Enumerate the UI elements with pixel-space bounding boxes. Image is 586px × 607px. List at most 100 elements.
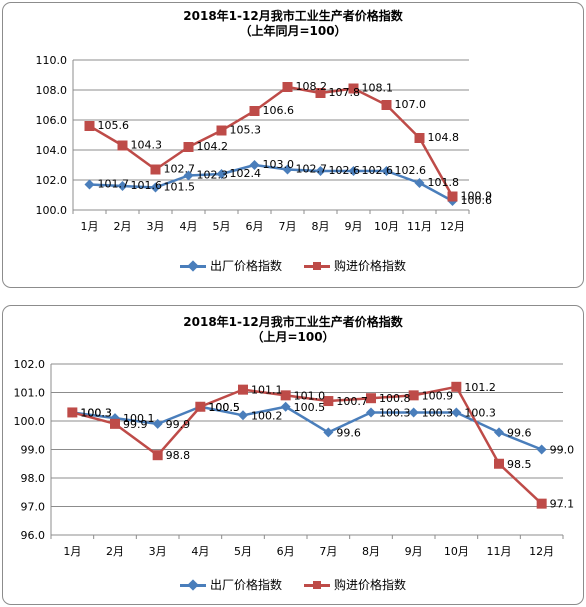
data-point-marker (117, 181, 128, 191)
x-tick-label: 1月 (63, 545, 81, 558)
data-point-marker (408, 407, 419, 418)
data-point-marker (84, 121, 95, 131)
series-line-0 (72, 405, 543, 451)
y-tick-label: 108.0 (36, 84, 68, 97)
data-label: 99.6 (336, 426, 361, 439)
data-point-marker (238, 384, 248, 395)
data-point-marker (183, 142, 194, 152)
x-tick-label: 7月 (319, 545, 337, 558)
data-label: 99.9 (166, 418, 191, 431)
x-tick-label: 5月 (213, 220, 231, 233)
data-label: 107.0 (395, 98, 427, 111)
legend-label-factory: 出厂价格指数 (209, 259, 282, 273)
legend-label-factory: 出厂价格指数 (209, 578, 282, 592)
x-tick-label: 8月 (362, 545, 380, 558)
data-label: 100.5 (208, 401, 240, 414)
chart-panel-mom: 2018年1-12月我市工业生产者价格指数 （上月=100） 96.0 97.0 9… (2, 305, 584, 605)
data-point-marker (152, 418, 163, 429)
data-point-marker (280, 390, 291, 401)
data-label: 100.3 (80, 406, 112, 419)
data-label: 97.1 (550, 498, 575, 511)
y-tick-label: 97.0 (21, 501, 46, 514)
data-label: 104.3 (131, 139, 163, 152)
data-point-marker (408, 390, 419, 401)
series-line-0 (89, 163, 454, 203)
data-point-marker (315, 166, 326, 176)
data-label: 104.8 (428, 131, 460, 144)
data-point-marker (451, 407, 462, 418)
data-point-marker (381, 166, 392, 176)
data-point-marker (348, 83, 359, 94)
x-tick-label: 4月 (191, 545, 209, 558)
data-point-marker (494, 458, 504, 469)
data-label: 98.8 (166, 449, 191, 462)
x-tick-label: 5月 (234, 545, 252, 558)
legend-item-factory: 出厂价格指数 (179, 257, 282, 274)
x-tick-label: 12月 (440, 220, 465, 233)
chart-legend: 出厂价格指数 购进价格指数 (3, 257, 583, 274)
data-point-marker (150, 182, 161, 193)
data-label: 101.5 (164, 181, 196, 194)
data-label: 102.7 (164, 163, 196, 176)
x-tick-label: 9月 (345, 220, 363, 233)
data-point-marker (348, 166, 359, 176)
x-tick-label: 1月 (81, 220, 99, 233)
data-label: 100.3 (379, 406, 411, 419)
y-tick-label: 100.0 (14, 415, 46, 428)
data-point-marker (447, 191, 458, 202)
chart-title: 2018年1-12月我市工业生产者价格指数 （上月=100） (3, 315, 583, 345)
y-tick-label: 98.0 (21, 472, 46, 485)
data-label: 101.0 (294, 389, 326, 402)
data-label: 100.3 (464, 406, 496, 419)
x-tick-label: 8月 (312, 220, 330, 233)
data-point-marker (366, 407, 376, 418)
data-point-marker (150, 164, 161, 175)
x-tick-label: 2月 (106, 545, 124, 558)
legend-item-factory: 出厂价格指数 (179, 576, 282, 593)
y-tick-label: 110.0 (36, 54, 68, 67)
data-point-marker (494, 427, 504, 438)
data-point-marker (249, 160, 260, 170)
data-label: 99.6 (507, 426, 532, 439)
line-chart-mom: 96.0 97.0 98.0 99.0 100.0 101.0 102.0 1月 2月 3月 4月 5… (14, 358, 575, 558)
data-point-marker (366, 393, 376, 404)
data-label: 100.1 (123, 412, 155, 425)
data-label: 100.7 (336, 395, 368, 408)
legend-swatch-factory (179, 578, 206, 591)
data-point-marker (323, 427, 334, 438)
legend-swatch-factory (179, 259, 206, 272)
x-tick-label: 7月 (279, 220, 297, 233)
x-tick-label: 9月 (405, 545, 423, 558)
series-line-1 (72, 385, 543, 505)
data-label: 107.8 (329, 86, 361, 99)
data-label: 101.7 (98, 178, 130, 191)
legend-label-purchase: 购进价格指数 (334, 259, 407, 273)
data-label: 100.5 (208, 401, 240, 414)
x-tick-label: 10月 (444, 545, 469, 558)
data-label: 101.1 (251, 384, 283, 397)
x-tick-label: 3月 (147, 220, 165, 233)
data-label: 105.6 (98, 119, 130, 132)
data-label: 100.9 (422, 389, 454, 402)
data-point-marker (282, 82, 293, 92)
data-label: 100.9 (461, 190, 493, 203)
y-tick-label: 104.0 (36, 144, 68, 157)
data-label: 102.6 (329, 164, 361, 177)
line-chart-yoy: 100.0 102.0 104.0 106.0 108.0 110.0 1月 2月 3月 4月 5月… (36, 54, 493, 233)
data-point-marker (414, 178, 425, 188)
chart-title-text: 2018年1-12月我市工业生产者价格指数 (183, 9, 403, 23)
data-label: 102.3 (197, 169, 229, 182)
legend-label-purchase: 购进价格指数 (334, 578, 407, 592)
x-tick-label: 6月 (277, 545, 295, 558)
data-label: 102.4 (230, 167, 262, 180)
x-tick-label: 6月 (246, 220, 264, 233)
data-point-marker (381, 100, 392, 110)
data-point-marker (249, 106, 260, 116)
data-point-marker (216, 125, 227, 136)
legend-swatch-purchase (304, 579, 330, 591)
data-label: 106.6 (263, 104, 295, 117)
data-label: 108.1 (362, 82, 394, 95)
data-label: 100.3 (422, 406, 454, 419)
chart-title-text: 2018年1-12月我市工业生产者价格指数 (183, 315, 403, 329)
data-point-marker (282, 164, 293, 175)
